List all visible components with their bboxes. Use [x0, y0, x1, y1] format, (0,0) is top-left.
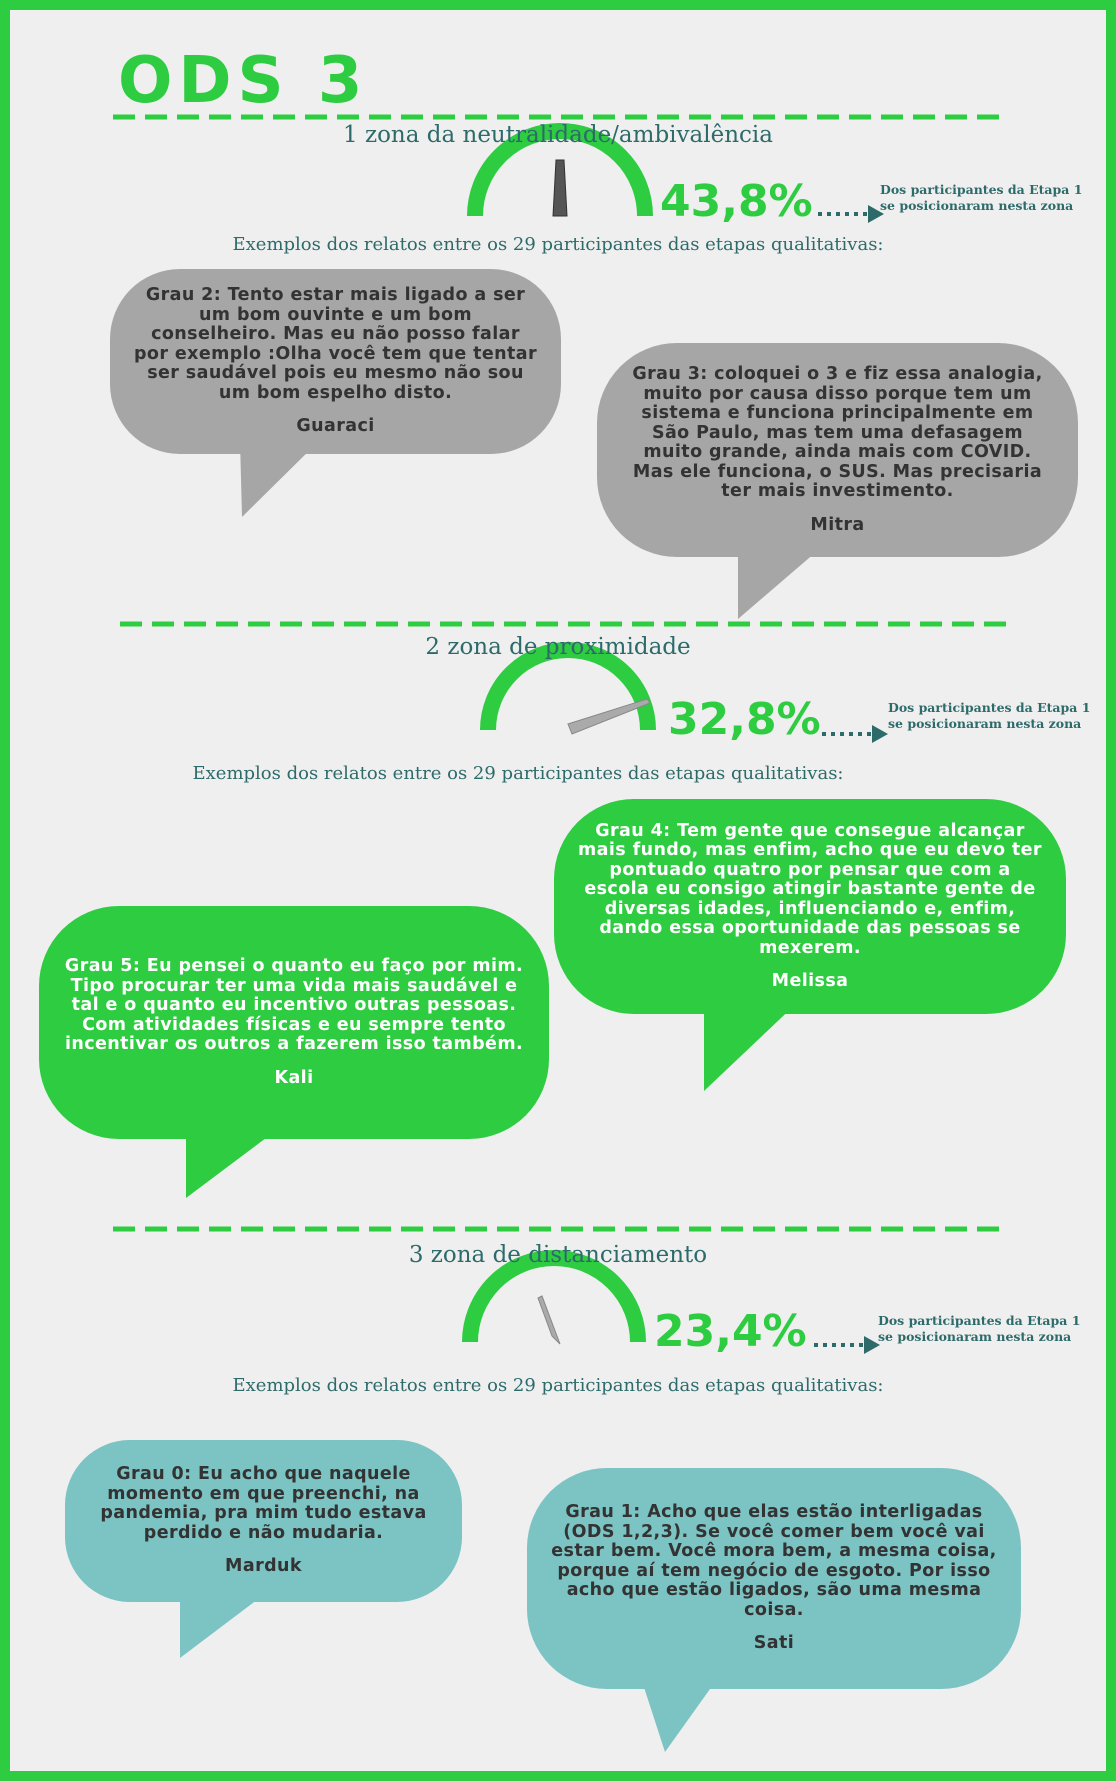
note: Dos participantes da Etapa 1 se posicion… [880, 182, 1083, 213]
needles [537, 159, 651, 1345]
quote-author: Mitra [810, 514, 865, 535]
note: Dos participantes da Etapa 1 se posicion… [878, 1313, 1081, 1344]
quote: Grau 3: coloquei o 3 e fiz essa analogia… [597, 343, 1078, 557]
gauges [462, 123, 656, 1343]
quote: Grau 4: Tem gente que consegue alcançar … [554, 799, 1066, 1014]
note: Dos participantes da Etapa 1 se posicion… [888, 700, 1091, 731]
quote: Grau 1: Acho que elas estão interligadas… [527, 1468, 1021, 1689]
dividers [113, 114, 1012, 1232]
percent: 23,4% [654, 1306, 807, 1357]
percent: 32,8% [668, 694, 821, 745]
quote: Grau 2: Tento estar mais ligado a ser um… [110, 269, 561, 454]
quote: Grau 5: Eu pensei o quanto eu faço por m… [39, 906, 549, 1139]
quote-text: Grau 5: Eu pensei o quanto eu faço por m… [64, 956, 524, 1054]
examples-label: Exemplos dos relatos entre os 29 partici… [192, 763, 844, 784]
examples-label: Exemplos dos relatos entre os 29 partici… [232, 1375, 884, 1396]
bubbles [39, 269, 1078, 1752]
section-heading: 1 zona da neutralidade/ambivalência [343, 122, 773, 148]
section-heading: 3 zona de distanciamento [408, 1242, 708, 1268]
quote-author: Melissa [771, 971, 849, 991]
arrows [814, 205, 888, 1354]
quote-text: Grau 3: coloquei o 3 e fiz essa analogia… [632, 364, 1043, 501]
percent: 43,8% [660, 176, 813, 227]
quote-text: Grau 2: Tento estar mais ligado a ser um… [134, 285, 537, 403]
quote-author: Sati [753, 1633, 795, 1654]
quote-author: Marduk [225, 1556, 302, 1577]
quote-author: Guaraci [296, 416, 375, 437]
quote: Grau 0: Eu acho que naquele momento em q… [65, 1440, 462, 1602]
quote-text: Grau 0: Eu acho que naquele momento em q… [100, 1464, 427, 1543]
section-heading: 2 zona de proximidade [425, 634, 691, 660]
quote-text: Grau 1: Acho que elas estão interligadas… [551, 1502, 997, 1620]
quote-author: Kali [274, 1067, 314, 1088]
quote-text: Grau 4: Tem gente que consegue alcançar … [578, 820, 1042, 958]
examples-label: Exemplos dos relatos entre os 29 partici… [232, 234, 884, 255]
title: ODS 3 [118, 44, 369, 118]
